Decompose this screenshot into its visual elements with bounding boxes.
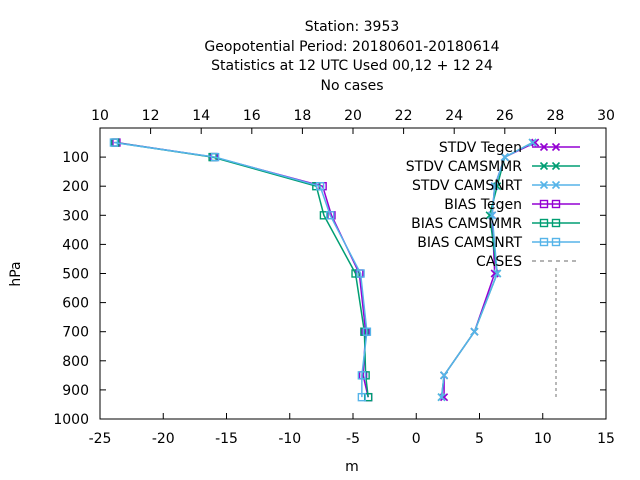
chart-title-line-1: Station: 3953 xyxy=(305,19,400,35)
data-point-x-marker xyxy=(551,180,561,190)
plot-frame xyxy=(99,127,607,420)
legend-label: BIAS Tegen xyxy=(444,197,522,213)
x2-tick-label: 14 xyxy=(192,108,210,124)
y-tick-label: 400 xyxy=(62,237,89,253)
x2-tick-label: 16 xyxy=(243,108,261,124)
y-tick-label: 800 xyxy=(62,354,89,370)
data-point-square-marker xyxy=(351,269,360,278)
data-point-x-marker xyxy=(488,211,497,220)
data-point-x-marker xyxy=(531,138,540,147)
x-tick-label: 5 xyxy=(475,431,484,447)
data-point-x-marker xyxy=(440,371,449,380)
data-point-square-marker xyxy=(539,218,549,228)
data-point-x-marker xyxy=(551,142,561,152)
legend-label: STDV Tegen xyxy=(439,140,522,156)
y-tick-label: 300 xyxy=(62,208,89,224)
x-tick-label: 0 xyxy=(412,431,421,447)
data-point-x-marker xyxy=(539,142,549,152)
data-point-x-marker xyxy=(551,161,561,171)
x-tick-label: -20 xyxy=(152,431,175,447)
x-tick-label: -10 xyxy=(278,431,301,447)
x-tick-label: -25 xyxy=(89,431,112,447)
x2-tick-label: 30 xyxy=(597,108,615,124)
data-point-square-marker xyxy=(356,269,365,278)
x-tick-label: 10 xyxy=(534,431,552,447)
data-point-x-marker xyxy=(490,182,499,191)
x-axis-label: m xyxy=(345,459,359,475)
legend-label: BIAS CAMSMMR xyxy=(411,216,522,232)
data-point-square-marker xyxy=(539,237,549,247)
x-tick-label: 15 xyxy=(597,431,615,447)
series-layer xyxy=(109,138,557,402)
y-tick-label: 900 xyxy=(62,383,89,399)
data-point-square-marker xyxy=(539,199,549,209)
y-tick-label: 600 xyxy=(62,296,89,312)
data-point-square-marker xyxy=(315,181,325,191)
data-point-square-marker xyxy=(357,392,367,402)
series-line xyxy=(440,141,533,398)
data-point-square-marker xyxy=(551,199,561,209)
x-tick-label: -15 xyxy=(215,431,238,447)
data-point-x-marker xyxy=(539,180,549,190)
data-point-x-marker xyxy=(470,327,479,336)
chart-title-line-2: Geopotential Period: 20180601-20180614 xyxy=(204,39,499,55)
x2-tick-label: 26 xyxy=(496,108,514,124)
chart-title-line-3: Statistics at 12 UTC Used 00,12 + 12 24 xyxy=(211,58,493,74)
x2-tick-label: 20 xyxy=(344,108,362,124)
series-line xyxy=(115,141,369,398)
legend: STDV Tegen STDV CAMSMMR STDV CAMSNRT BIAS T… xyxy=(406,140,580,270)
y-tick-label: 700 xyxy=(62,325,89,341)
y-tick-label: 100 xyxy=(62,150,89,166)
y-tick-label: 500 xyxy=(62,267,89,283)
x-tick-label: -5 xyxy=(346,431,360,447)
data-point-x-marker xyxy=(437,393,446,402)
x2-tick-label: 10 xyxy=(91,108,109,124)
legend-label: STDV CAMSNRT xyxy=(412,178,523,194)
y-tick-label: 1000 xyxy=(53,412,89,428)
data-point-x-marker xyxy=(493,269,502,278)
data-point-square-marker xyxy=(210,152,220,162)
data-point-x-marker xyxy=(528,138,537,147)
data-point-square-marker xyxy=(551,218,561,228)
legend-label: STDV CAMSMMR xyxy=(406,159,522,175)
y-tick-label: 200 xyxy=(62,179,89,195)
series-line xyxy=(116,141,369,398)
data-point-square-marker xyxy=(326,211,335,220)
legend-label: CASES xyxy=(476,254,522,270)
series-bias-camsnrt xyxy=(109,138,372,402)
y-axis-label: hPa xyxy=(8,261,24,286)
x2-tick-label: 24 xyxy=(445,108,463,124)
data-point-x-marker xyxy=(500,153,509,162)
series-line xyxy=(113,141,368,398)
x2-tick-label: 22 xyxy=(395,108,413,124)
axes: -25 -20 -15 -10 -5 0 5 10 15 10 12 14 16 18 20 22 24 26 28… xyxy=(53,108,615,447)
x2-tick-label: 18 xyxy=(293,108,311,124)
data-point-square-marker xyxy=(357,371,367,380)
data-point-x-marker xyxy=(539,161,549,171)
data-point-square-marker xyxy=(362,327,372,336)
x2-tick-label: 12 xyxy=(142,108,160,124)
series-bias-tegen xyxy=(112,138,373,402)
chart-title-line-4: No cases xyxy=(321,78,384,94)
data-point-square-marker xyxy=(551,237,561,247)
x2-tick-label: 28 xyxy=(546,108,564,124)
legend-label: BIAS CAMSNRT xyxy=(417,235,522,251)
data-point-square-marker xyxy=(109,138,119,147)
series-bias-camsmmr xyxy=(110,138,373,402)
series-stdv-camsnrt xyxy=(437,138,537,402)
